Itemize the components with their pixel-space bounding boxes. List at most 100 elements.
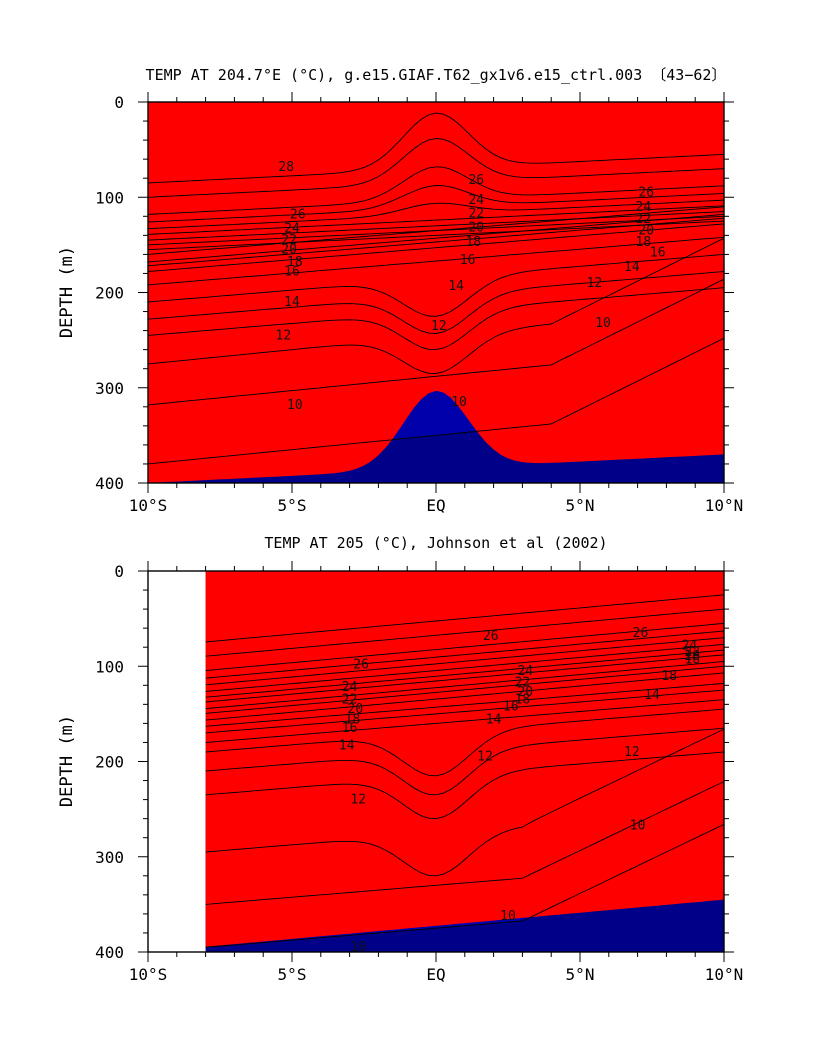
contour-label: 20 (684, 649, 700, 664)
isotherm-line (205, 622, 724, 671)
isotherm-line (205, 699, 724, 743)
contour-label: 24 (682, 638, 698, 653)
chart-title-2: TEMP AT 205 (°C), Johnson et al (2002) (264, 534, 607, 552)
contour-label: 12 (624, 745, 640, 760)
contour-label: 14 (486, 713, 502, 728)
isotherm-line (205, 728, 724, 877)
isotherm-line (148, 112, 724, 184)
isotherm-line (205, 649, 724, 698)
y-axis-ticks-1: 0 100 200 300 400 (95, 93, 734, 493)
isotherm-line (205, 727, 724, 796)
y-axis-ticks-2: 0 100 200 300 400 (95, 562, 734, 962)
contour-lines-2 (205, 594, 724, 948)
y-tick-label: 300 (95, 379, 124, 398)
contour-label: 16 (460, 253, 476, 268)
isotherm-line (205, 751, 724, 820)
contour-label: 26 (290, 207, 306, 222)
contour-label: 20 (281, 243, 297, 258)
contour-label: 14 (624, 260, 640, 275)
isotherm-line (148, 236, 724, 286)
contour-band (205, 571, 724, 947)
contour-label: 16 (342, 721, 358, 736)
y-tick-label: 400 (95, 943, 124, 962)
contour-lines-1 (148, 112, 724, 465)
contour-label: 16 (503, 699, 519, 714)
contour-label: 10 (451, 395, 467, 410)
contour-label: 22 (515, 675, 531, 690)
contour-label: 18 (345, 713, 361, 728)
isotherm-line (205, 823, 724, 948)
isotherm-line (205, 682, 724, 727)
x-tick-label: 5°S (278, 965, 307, 984)
y-tick-label: 300 (95, 848, 124, 867)
contour-label: 10 (630, 818, 646, 833)
contour-label: 22 (636, 212, 652, 227)
contour-label: 20 (468, 221, 484, 236)
isotherm-line (148, 220, 724, 251)
contour-label: 26 (633, 626, 649, 641)
contour-label: 12 (350, 793, 366, 808)
contour-label: 14 (339, 738, 355, 753)
x-axis-ticks-2: 10°S 5°S EQ 5°N 10°N (129, 561, 743, 984)
x-tick-label: 5°N (566, 965, 595, 984)
isotherm-line (205, 708, 724, 777)
contour-label: 18 (636, 235, 652, 250)
contour-label: 22 (342, 693, 358, 708)
isotherm-line (148, 166, 724, 215)
contour-label: 14 (448, 279, 464, 294)
isotherm-line (148, 253, 724, 317)
x-tick-label: 10°S (129, 496, 168, 515)
x-tick-label: 10°N (705, 496, 744, 515)
isotherm-line (205, 654, 724, 703)
isotherm-line (205, 665, 724, 714)
contour-label: 28 (278, 160, 294, 175)
contour-label: 20 (517, 685, 533, 700)
y-axis-label-1: DEPTH (m) (57, 246, 77, 338)
x-tick-label: EQ (426, 965, 445, 984)
contour-label: 22 (468, 206, 484, 221)
isotherm-line (148, 337, 724, 465)
isotherm-line (148, 215, 724, 246)
contour-label: 16 (284, 265, 300, 280)
contour-label: 22 (281, 233, 297, 248)
isotherm-line (205, 608, 724, 657)
isotherm-line (205, 594, 724, 643)
contour-label: 18 (515, 693, 531, 708)
contour-band (148, 102, 724, 483)
contour-label: 12 (431, 319, 447, 334)
x-tick-label: 10°S (129, 965, 168, 984)
contour-label: 18 (466, 235, 482, 250)
y-tick-label: 100 (95, 188, 124, 207)
contour-label: 26 (353, 657, 369, 672)
isotherm-line (148, 213, 724, 263)
x-tick-label: 5°S (278, 496, 307, 515)
contour-labels-1: 2826242220181614121026242220181614121026… (276, 160, 666, 413)
x-tick-label: 5°N (566, 496, 595, 515)
contour-label: 26 (468, 173, 484, 188)
contour-labels-2: 2624222018161412102624222018161412102624… (339, 626, 700, 955)
isotherm-line (148, 271, 724, 334)
contour-label: 22 (684, 645, 700, 660)
contour-label: 24 (468, 193, 484, 208)
isotherm-line (205, 643, 724, 692)
contour-label: 26 (638, 185, 654, 200)
contour-label: 10 (595, 316, 611, 331)
contour-label: 18 (661, 669, 677, 684)
y-tick-label: 0 (114, 93, 124, 112)
isotherm-line (148, 199, 724, 230)
isotherm-line (205, 672, 724, 721)
contour-label: 24 (517, 664, 533, 679)
x-axis-ticks-1: 10°S 5°S EQ 5°N 10°N (129, 92, 744, 515)
isotherm-line (205, 630, 724, 679)
contour-label: 12 (477, 750, 493, 765)
isotherm-line (148, 278, 724, 406)
contour-label: 14 (284, 295, 300, 310)
contour-label: 14 (644, 688, 660, 703)
chart-title-1: TEMP AT 204.7°E (°C), g.e15.GIAF.T62_gx1… (146, 66, 727, 84)
contour-label: 20 (348, 702, 364, 717)
contour-label: 24 (342, 680, 358, 695)
isotherm-line (148, 205, 724, 235)
y-tick-label: 200 (95, 284, 124, 303)
x-tick-label: EQ (426, 496, 445, 515)
